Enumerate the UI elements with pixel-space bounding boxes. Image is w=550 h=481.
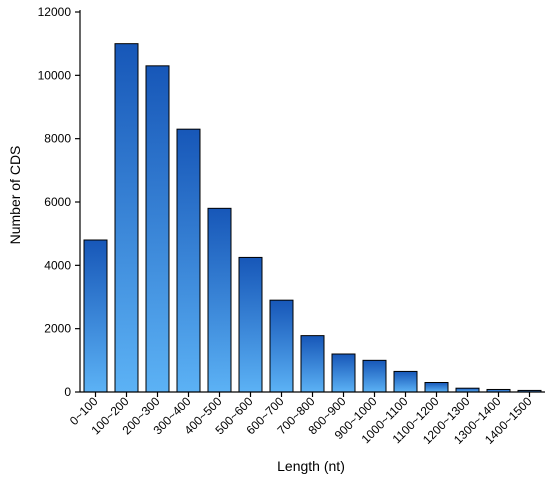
y-tick-label: 0	[64, 385, 71, 399]
y-tick-label: 10000	[38, 68, 72, 82]
bar-200~300	[145, 65, 170, 393]
bar-600~700	[269, 299, 294, 393]
bar-1100~1200	[424, 382, 449, 393]
bar-300~400	[176, 128, 201, 393]
y-tick-label: 4000	[44, 258, 71, 272]
y-tick-label: 12000	[38, 5, 72, 19]
x-axis-title: Length (nt)	[277, 458, 345, 474]
bars-group	[83, 43, 542, 393]
bar-100~200	[114, 43, 139, 393]
y-axis-title: Number of CDS	[7, 146, 23, 245]
x-axis: 0~100100~200200~300300~400400~500500~600…	[67, 391, 545, 447]
bar-700~800	[300, 335, 325, 393]
bar-500~600	[238, 256, 263, 393]
y-tick-label: 2000	[44, 322, 71, 336]
bar-900~1000	[362, 359, 387, 393]
y-tick-label: 6000	[44, 195, 71, 209]
bar-0~100	[83, 239, 108, 393]
bar-1000~1100	[393, 370, 418, 393]
y-tick-label: 8000	[44, 132, 71, 146]
y-axis: 0 2000 4000 6000 8000 10000 12000	[38, 5, 81, 399]
bar-400~500	[207, 207, 232, 393]
bar-800~900	[331, 353, 356, 393]
